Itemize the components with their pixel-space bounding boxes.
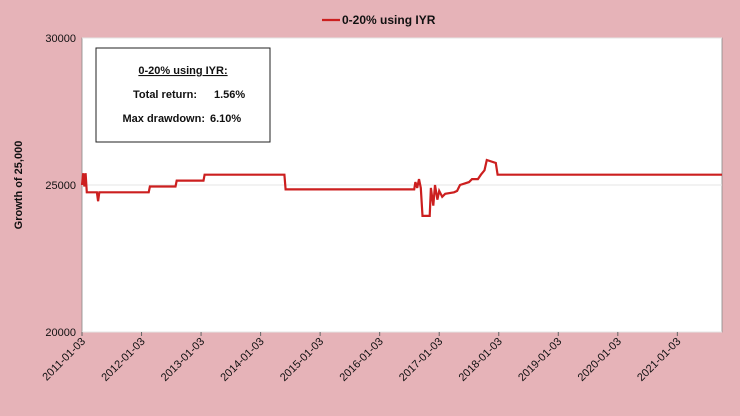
legend-label: 0-20% using IYR xyxy=(342,13,436,27)
y-tick-label: 25000 xyxy=(45,180,76,192)
line-series xyxy=(80,158,722,217)
total-return: 1.56% xyxy=(214,89,245,101)
inset-title: 0-20% using IYR: xyxy=(138,65,227,77)
y-tick-label: 20000 xyxy=(45,327,76,339)
max-drawdown-label: Max drawdown: xyxy=(122,113,205,125)
max-drawdown: 6.10% xyxy=(210,113,241,125)
inset-frame xyxy=(95,47,271,143)
inset-box: 0-20% using IYR: Total return: 1.56% Max… xyxy=(95,47,271,143)
y-axis-label: Growth of 25,000 xyxy=(13,141,25,230)
y-tick-label: 30000 xyxy=(45,33,76,45)
total-return-label: Total return: xyxy=(133,89,197,101)
